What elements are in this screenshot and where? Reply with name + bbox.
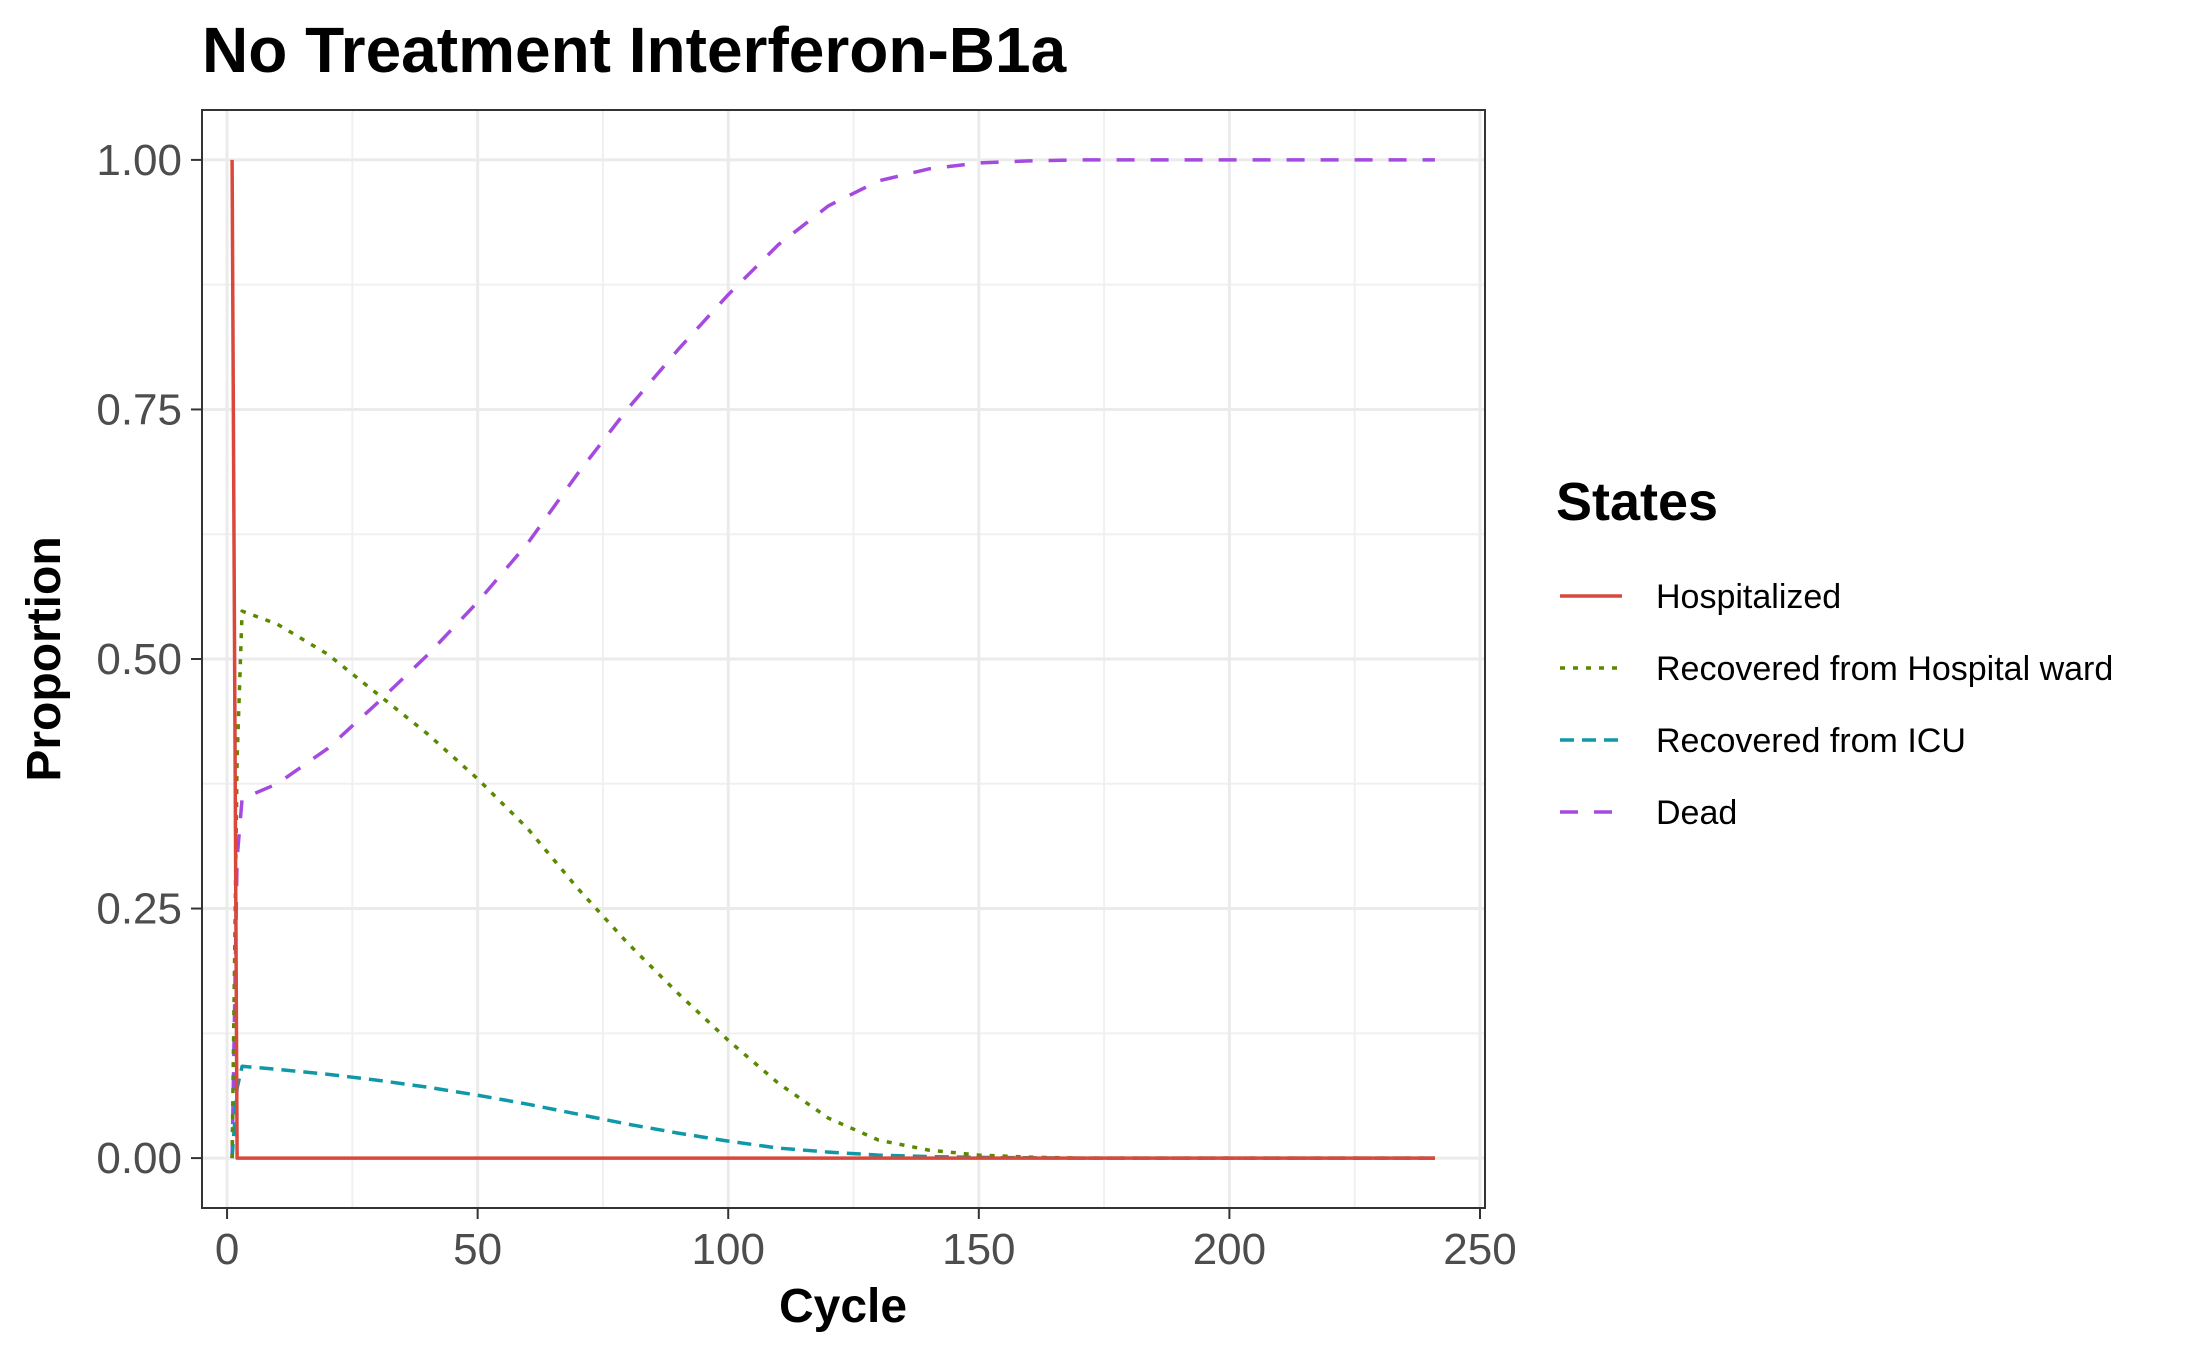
legend-item: Dead xyxy=(1560,794,1737,832)
chart-title: No Treatment Interferon-B1a xyxy=(202,14,1067,86)
legend-label: Hospitalized xyxy=(1656,578,1841,616)
x-tick-label: 200 xyxy=(1193,1225,1266,1274)
legend-label: Recovered from ICU xyxy=(1656,722,1966,760)
legend: States Hospitalized Recovered from Hospit… xyxy=(1556,472,2113,832)
y-tick-label: 0.75 xyxy=(96,385,182,434)
y-tick-label: 1.00 xyxy=(96,136,182,185)
legend-label: Recovered from Hospital ward xyxy=(1656,650,2113,688)
y-axis: 0.00 0.25 0.50 0.75 1.00 xyxy=(96,136,202,1183)
y-axis-title: Proportion xyxy=(18,536,71,781)
y-tick-label: 0.25 xyxy=(96,885,182,934)
x-tick-label: 150 xyxy=(942,1225,1015,1274)
x-axis: 0 50 100 150 200 250 xyxy=(215,1208,1517,1274)
legend-title: States xyxy=(1556,472,1718,532)
x-axis-title: Cycle xyxy=(779,1280,907,1333)
plot-panel xyxy=(202,110,1485,1208)
x-tick-label: 100 xyxy=(692,1225,765,1274)
legend-item: Recovered from Hospital ward xyxy=(1560,650,2113,688)
y-tick-label: 0.00 xyxy=(96,1134,182,1183)
x-tick-label: 0 xyxy=(215,1225,239,1274)
legend-item: Hospitalized xyxy=(1560,578,1841,616)
legend-label: Dead xyxy=(1656,794,1737,832)
x-tick-label: 50 xyxy=(453,1225,502,1274)
x-tick-label: 250 xyxy=(1443,1225,1516,1274)
y-tick-label: 0.50 xyxy=(96,635,182,684)
legend-items: Hospitalized Recovered from Hospital ward… xyxy=(1560,578,2113,832)
legend-item: Recovered from ICU xyxy=(1560,722,1966,760)
